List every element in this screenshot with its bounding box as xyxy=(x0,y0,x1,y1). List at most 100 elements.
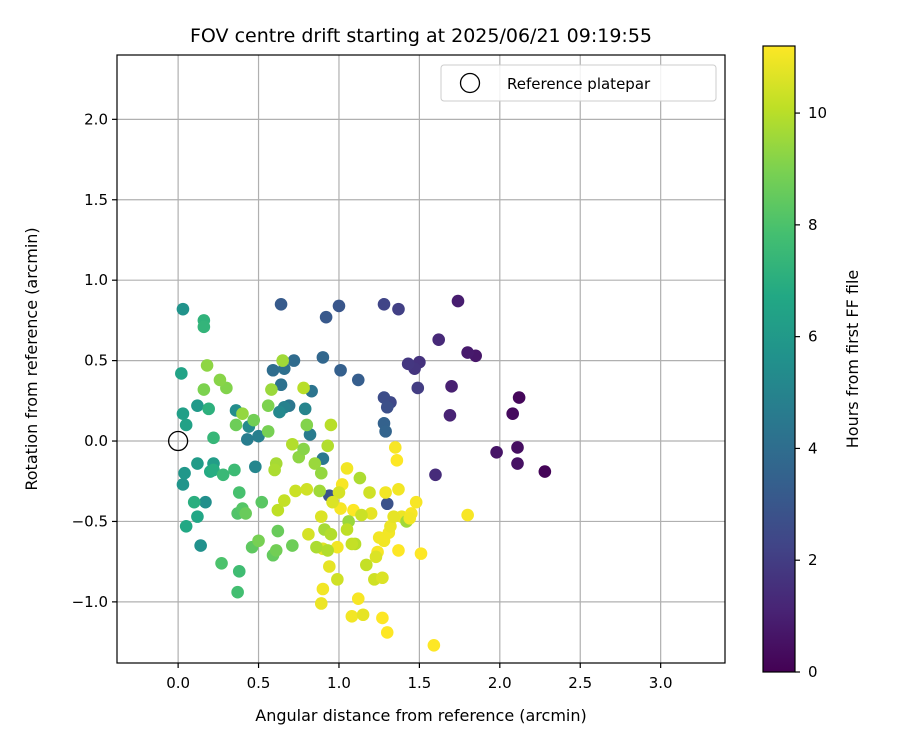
data-point xyxy=(297,442,310,456)
data-point xyxy=(363,486,376,499)
data-point xyxy=(269,544,283,557)
data-point xyxy=(213,373,227,387)
y-tick-label: 0.0 xyxy=(84,432,108,450)
x-axis: 0.0 0.5 1.0 1.5 2.0 2.5 3.0 xyxy=(166,663,673,692)
data-point xyxy=(360,558,373,572)
legend-box xyxy=(440,64,717,102)
data-point xyxy=(232,565,246,578)
data-point xyxy=(355,508,368,522)
data-point xyxy=(229,418,243,432)
data-point xyxy=(332,486,346,499)
data-point xyxy=(356,608,370,622)
data-point xyxy=(392,482,405,496)
data-point xyxy=(176,478,190,491)
legend-label: Reference platepar xyxy=(507,75,651,93)
data-point xyxy=(261,425,275,438)
data-point xyxy=(274,378,288,392)
data-point xyxy=(197,383,211,396)
data-point xyxy=(512,391,526,404)
x-tick-label: 0.0 xyxy=(166,674,190,692)
data-point xyxy=(179,418,193,432)
data-point xyxy=(286,539,299,552)
data-point xyxy=(332,299,346,313)
data-point xyxy=(176,302,190,316)
grid xyxy=(117,55,725,663)
data-point xyxy=(314,466,328,480)
data-point xyxy=(255,495,269,509)
colorbar-tick-label: 10 xyxy=(808,104,827,122)
plot-frame xyxy=(116,54,726,664)
data-point xyxy=(191,457,204,470)
data-point xyxy=(274,298,288,311)
data-point xyxy=(240,433,254,446)
y-axis: −1.0 −0.5 0.0 0.5 1.0 1.5 2.0 xyxy=(72,110,117,611)
data-point xyxy=(432,333,445,346)
data-point xyxy=(200,359,214,372)
chart-title: FOV centre drift starting at 2025/06/21 … xyxy=(190,25,652,47)
data-point xyxy=(377,391,391,404)
y-tick-label: 0.5 xyxy=(84,352,108,370)
colorbar-tick-label: 8 xyxy=(808,216,818,234)
data-points xyxy=(175,294,552,652)
y-tick-label: −1.0 xyxy=(72,593,108,611)
colorbar-gradient xyxy=(762,45,796,673)
data-point xyxy=(231,585,244,599)
data-point xyxy=(353,471,367,485)
data-point xyxy=(314,597,328,610)
data-point xyxy=(271,524,285,538)
data-point xyxy=(297,381,310,395)
data-point xyxy=(187,495,201,509)
data-point xyxy=(239,507,252,520)
data-point xyxy=(310,540,323,554)
data-point xyxy=(445,380,458,393)
data-point xyxy=(392,544,405,557)
data-point xyxy=(175,367,188,380)
data-point xyxy=(331,540,344,554)
data-point xyxy=(313,484,326,498)
data-point xyxy=(490,445,503,459)
y-tick-label: 2.0 xyxy=(84,110,108,128)
data-point xyxy=(298,402,312,416)
data-point xyxy=(316,582,330,596)
data-point xyxy=(236,407,249,420)
data-point xyxy=(289,484,302,498)
data-point xyxy=(216,468,230,482)
x-tick-label: 3.0 xyxy=(649,674,673,692)
data-point xyxy=(178,466,191,480)
data-point xyxy=(331,573,344,586)
data-point xyxy=(300,418,314,432)
colorbar-label: Hours from first FF file xyxy=(843,270,862,449)
data-point xyxy=(388,441,402,454)
data-point xyxy=(277,494,291,507)
data-point xyxy=(376,611,389,625)
data-point xyxy=(321,544,335,557)
data-point xyxy=(232,486,246,499)
data-point xyxy=(340,462,354,475)
data-point xyxy=(334,363,347,377)
data-point xyxy=(379,486,392,499)
y-axis-label: Rotation from reference (arcmin) xyxy=(22,227,41,490)
data-point xyxy=(176,407,190,420)
data-point xyxy=(387,510,400,523)
data-point xyxy=(249,460,262,474)
data-point xyxy=(247,413,261,427)
data-point xyxy=(252,534,265,548)
data-point xyxy=(345,610,359,623)
data-point xyxy=(324,528,338,541)
data-point xyxy=(376,571,389,585)
data-point xyxy=(179,519,193,533)
data-point xyxy=(308,457,322,470)
data-point xyxy=(302,528,315,541)
data-point xyxy=(369,550,383,564)
data-point xyxy=(266,363,280,377)
data-point xyxy=(351,373,365,387)
legend-open-circle-marker xyxy=(459,72,481,94)
data-point xyxy=(199,495,212,509)
data-point xyxy=(323,560,336,573)
data-point xyxy=(286,437,299,451)
data-point xyxy=(340,523,354,536)
data-point xyxy=(202,402,215,416)
data-point xyxy=(380,400,394,414)
data-point xyxy=(268,463,281,477)
